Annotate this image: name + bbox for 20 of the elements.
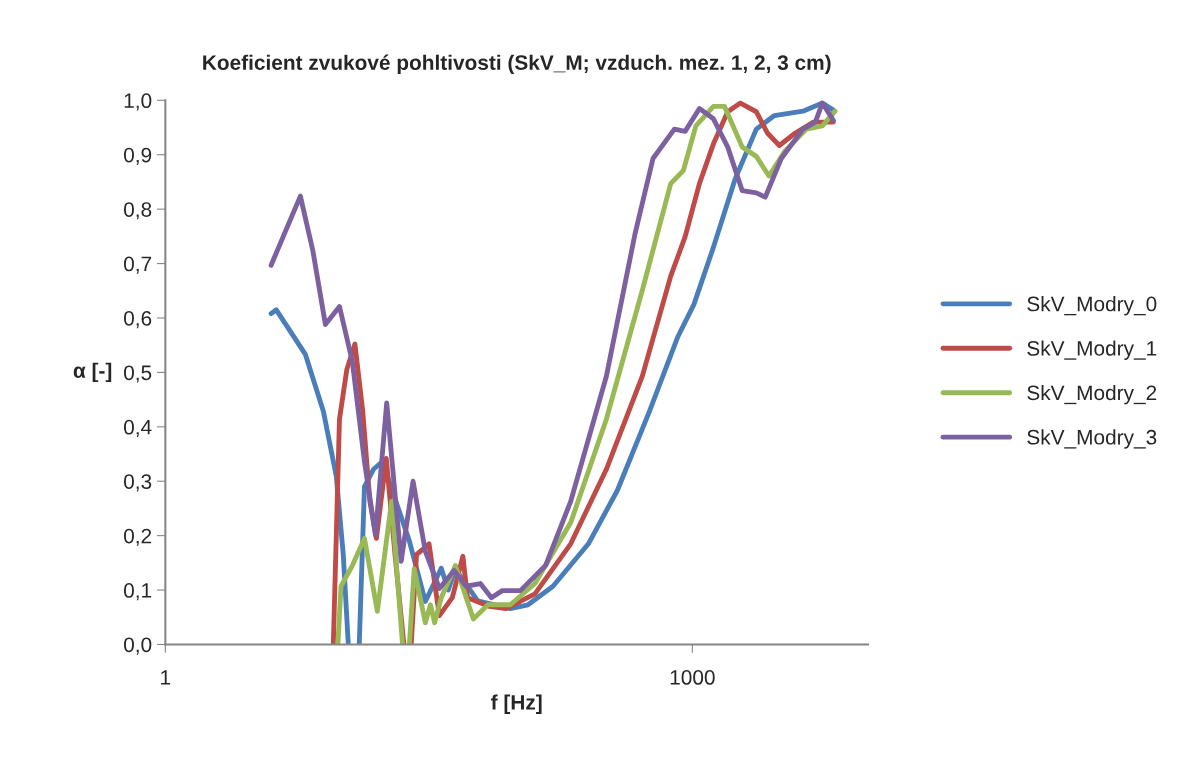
y-tick-label: 0,3 — [124, 474, 152, 492]
x-axis-title: f [Hz] — [491, 694, 542, 714]
y-tick-label: 0,6 — [124, 310, 152, 329]
chart-title: Koeficient zvukové pohltivosti (SkV_M; vzduch. mez. 1, 2, 3 cm) — [203, 54, 831, 75]
legend-label: SkV_Modry_0 — [1027, 296, 1157, 316]
x-tick-label: 1000 — [670, 670, 715, 685]
y-tick-label: 0,9 — [124, 147, 152, 165]
y-tick-label: 0,0 — [124, 637, 152, 655]
y-axis-title: α [-] — [73, 362, 112, 383]
y-tick-label: 0,1 — [124, 583, 152, 601]
legend-label: SkV_Modry_2 — [1027, 384, 1157, 405]
y-tick-label: 0,2 — [124, 528, 152, 546]
y-tick-label: 0,4 — [124, 419, 152, 438]
y-tick-label: 1,0 — [124, 93, 152, 111]
y-tick-label: 0,5 — [124, 365, 152, 383]
legend-label: SkV_Modry_3 — [1027, 429, 1157, 449]
y-tick-label: 0,7 — [124, 256, 152, 274]
x-tick-label: 1 — [161, 670, 171, 685]
legend-label: SkV_Modry_1 — [1027, 340, 1157, 360]
y-tick-label: 0,8 — [124, 202, 152, 220]
